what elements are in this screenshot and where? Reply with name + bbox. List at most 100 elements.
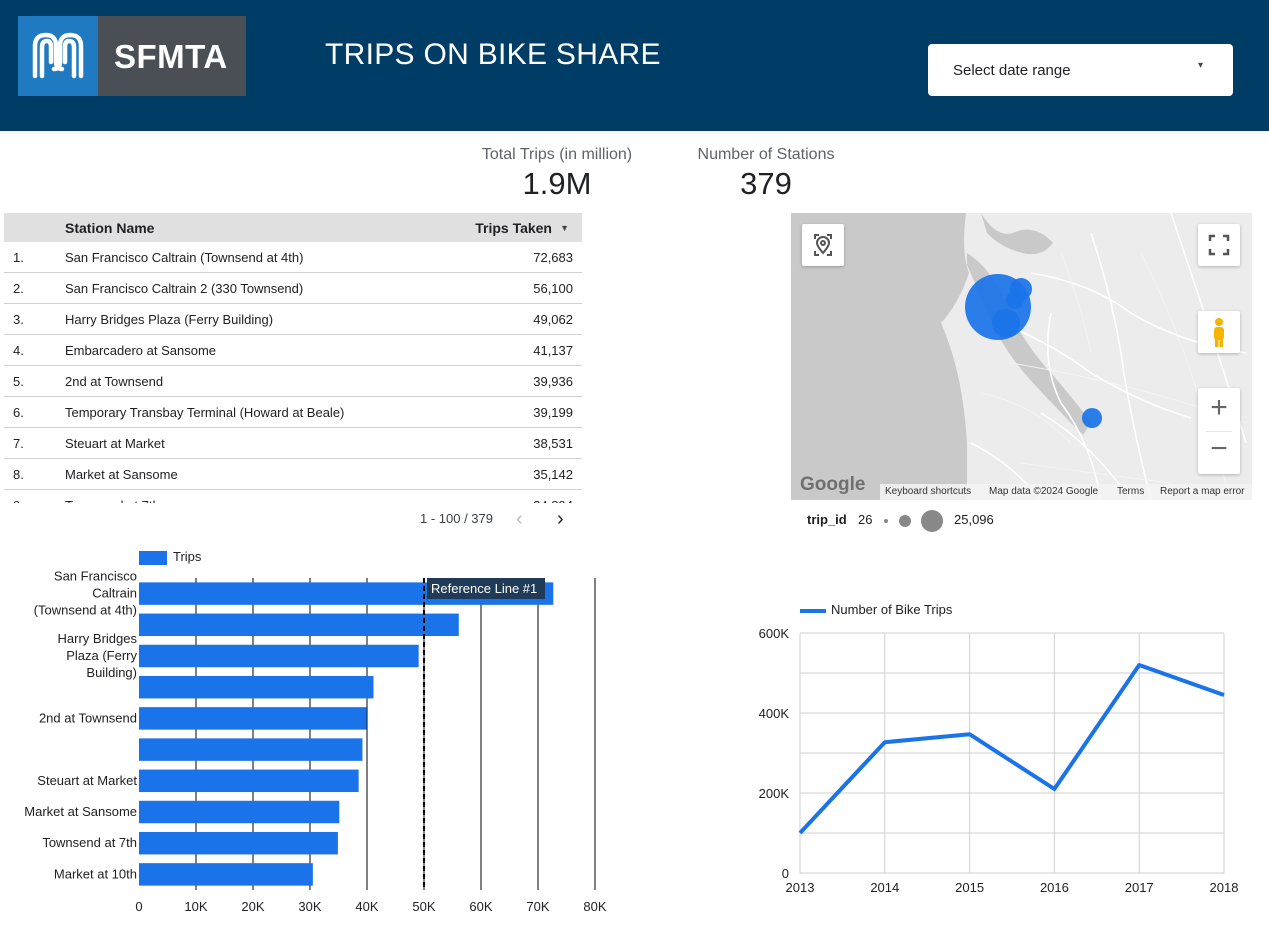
legend-label: Number of Bike Trips	[831, 602, 953, 617]
kpi-value: 379	[740, 166, 792, 201]
x-tick-label: 0	[135, 899, 142, 914]
y-tick-label: 400K	[759, 706, 790, 721]
y-tick-label: Harry Bridges Plaza (Ferry Building)	[58, 631, 138, 680]
table-row[interactable]: 5. 2nd at Townsend 39,936	[4, 366, 582, 397]
row-number: 4.	[13, 343, 24, 358]
date-range-select[interactable]: Select date range ▾	[928, 44, 1233, 96]
column-header-station-name[interactable]: Station Name	[65, 220, 155, 236]
bar	[139, 707, 367, 730]
stations-table: Station Name Trips Taken ▼ 1. San Francis…	[4, 213, 582, 503]
logo-text: SFMTA	[114, 38, 228, 75]
station-name: Steuart at Market	[65, 436, 165, 451]
y-tick-label: 600K	[759, 626, 790, 641]
reference-line-label: Reference Line #1	[431, 581, 537, 596]
table-body: 1. San Francisco Caltrain (Townsend at 4t…	[4, 242, 582, 503]
zoom-in-button[interactable]: +	[1210, 391, 1228, 424]
fullscreen-icon[interactable]	[1198, 224, 1240, 266]
zoom-divider	[1206, 431, 1232, 432]
header-bar: SFMTA TRIPS ON BIKE SHARE Select date ra…	[0, 0, 1269, 131]
trips-line-chart: 0 200K 400K 600K 2013 2014 2015 2016 2017 2018	[759, 626, 1239, 895]
y-tick-label: Steuart at Market	[37, 773, 137, 788]
table-row[interactable]: 1. San Francisco Caltrain (Townsend at 4t…	[4, 242, 582, 273]
legend-swatch	[139, 550, 167, 565]
chevron-left-icon[interactable]: ‹	[516, 508, 523, 530]
kpi-stations: Number of Stations 379	[686, 146, 846, 202]
table-row[interactable]: 4. Embarcadero at Sansome 41,137	[4, 335, 582, 366]
x-tick-label: 10K	[184, 899, 207, 914]
kpi-value: 1.9M	[522, 166, 592, 201]
x-tick-label: 60K	[469, 899, 492, 914]
pagination-label: 1 - 100 / 379	[420, 511, 493, 526]
zoom-out-button[interactable]: −	[1210, 432, 1228, 465]
table-header: Station Name Trips Taken ▼	[4, 213, 582, 242]
y-tick-label: San Francisco Caltrain (Townsend at 4th)	[34, 570, 137, 618]
row-number: 7.	[13, 436, 24, 451]
row-number: 5.	[13, 374, 24, 389]
row-number: 2.	[13, 281, 24, 296]
map-attribution: Keyboard shortcuts Map data ©2024 Google…	[880, 484, 1252, 500]
x-tick-label: 2013	[786, 880, 815, 895]
station-name: 2nd at Townsend	[65, 374, 164, 389]
table-row[interactable]: 3. Harry Bridges Plaza (Ferry Building) 49…	[4, 304, 582, 335]
map-bubble	[992, 309, 1020, 337]
table-row[interactable]: 2. San Francisco Caltrain 2 (330 Townsend…	[4, 273, 582, 304]
trips-value: 56,100	[533, 281, 573, 296]
x-tick-label: 2016	[1040, 880, 1069, 895]
x-tick-label: 80K	[583, 899, 606, 914]
bar	[139, 644, 419, 668]
sfmta-logo: SFMTA	[18, 16, 246, 96]
trips-value: 49,062	[533, 312, 573, 327]
x-tick-label: 2017	[1125, 880, 1154, 895]
table-row[interactable]: 8. Market at Sansome 35,142	[4, 459, 582, 490]
kpi-label: Number of Stations	[697, 146, 835, 163]
table-row[interactable]: 9. Townsend at 7th 34,894	[4, 490, 582, 503]
station-name: San Francisco Caltrain 2 (330 Townsend)	[65, 281, 304, 296]
legend-swatch	[800, 608, 826, 613]
date-range-label: Select date range	[953, 62, 1071, 79]
trips-value: 34,894	[533, 498, 573, 503]
trips-value: 39,936	[533, 374, 573, 389]
bar	[139, 769, 359, 793]
zoom-controls: + −	[1198, 388, 1240, 474]
map-tiles	[791, 213, 1252, 500]
x-tick-label: 50K	[412, 899, 435, 914]
locate-me-icon[interactable]	[802, 224, 844, 266]
legend-label: Trips	[173, 549, 202, 564]
trips-value: 72,683	[533, 250, 573, 265]
x-tick-label: 20K	[241, 899, 264, 914]
bar	[139, 800, 340, 824]
y-tick-label: 200K	[759, 786, 790, 801]
bar	[139, 675, 374, 699]
row-number: 9.	[13, 498, 24, 503]
google-logo: Google	[800, 474, 866, 495]
size-legend-field: trip_id	[807, 512, 847, 527]
pegman-icon[interactable]	[1198, 311, 1240, 353]
size-legend-max: 25,096	[954, 512, 994, 527]
report-map-error-link[interactable]: Report a map error	[1160, 486, 1245, 497]
x-tick-label: 2018	[1210, 880, 1239, 895]
sort-desc-icon[interactable]: ▼	[560, 223, 569, 233]
station-name: Townsend at 7th	[65, 498, 160, 503]
x-tick-label: 30K	[298, 899, 321, 914]
sfmta-worm-icon	[18, 16, 98, 96]
station-name: San Francisco Caltrain (Townsend at 4th)	[65, 250, 304, 265]
table-row[interactable]: 7. Steuart at Market 38,531	[4, 428, 582, 459]
chevron-right-icon[interactable]: ›	[557, 508, 564, 530]
row-number: 6.	[13, 405, 24, 420]
y-tick-label: 2nd at Townsend	[39, 710, 137, 725]
kpi-total-trips: Total Trips (in million) 1.9M	[468, 146, 646, 202]
trips-value: 39,199	[533, 405, 573, 420]
y-tick-label: Market at Sansome	[24, 804, 137, 819]
terms-link[interactable]: Terms	[1117, 486, 1145, 497]
keyboard-shortcuts-link[interactable]: Keyboard shortcuts	[885, 486, 972, 497]
column-header-trips-taken[interactable]: Trips Taken	[475, 220, 552, 236]
table-row[interactable]: 6. Temporary Transbay Terminal (Howard at…	[4, 397, 582, 428]
bubble-map[interactable]: + −	[791, 213, 1252, 500]
station-name: Harry Bridges Plaza (Ferry Building)	[65, 312, 274, 327]
trips-value: 38,531	[533, 436, 573, 451]
row-number: 1.	[13, 250, 24, 265]
x-tick-label: 70K	[526, 899, 549, 914]
y-tick-label: Market at 10th	[54, 866, 137, 881]
row-number: 3.	[13, 312, 24, 327]
trips-value: 41,137	[533, 343, 573, 358]
